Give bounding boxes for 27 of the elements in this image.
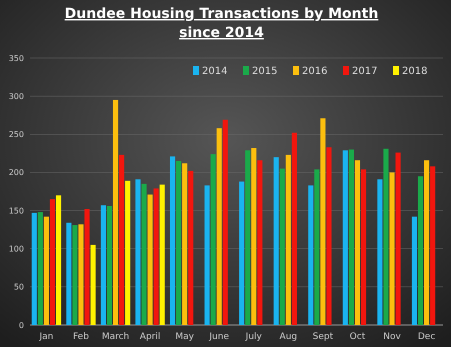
x-tick-label: Dec xyxy=(418,332,436,342)
x-tick-label: Nov xyxy=(383,332,402,342)
x-tick-label: March xyxy=(102,332,130,342)
x-tick-label: Feb xyxy=(73,332,90,342)
legend-label: 2015 xyxy=(252,66,278,77)
y-tick-label: 100 xyxy=(8,244,24,254)
x-tick-label: June xyxy=(208,332,230,342)
x-tick-label: April xyxy=(140,332,160,342)
x-tick-label: Sept xyxy=(312,332,334,342)
legend-label: 2017 xyxy=(352,66,378,77)
legend-label: 2014 xyxy=(202,66,228,77)
legend-label: 2016 xyxy=(302,66,328,77)
x-tick-label: Jan xyxy=(38,332,54,342)
y-tick-label: 150 xyxy=(8,206,24,216)
x-tick-label: Aug xyxy=(280,332,298,342)
legend-label: 2018 xyxy=(402,66,428,77)
y-tick-label: 350 xyxy=(8,54,24,63)
x-tick-label: May xyxy=(175,332,195,342)
chart-title: Dundee Housing Transactions by Month xyxy=(64,6,378,22)
y-tick-label: 0 xyxy=(18,320,24,330)
x-tick-label: Oct xyxy=(350,332,366,342)
y-tick-label: 250 xyxy=(8,130,24,140)
x-tick-label: July xyxy=(244,332,263,342)
chart-subtitle: since 2014 xyxy=(179,25,264,41)
y-tick-label: 300 xyxy=(8,92,24,101)
y-tick-label: 50 xyxy=(14,282,24,292)
y-tick-label: 200 xyxy=(8,168,24,178)
